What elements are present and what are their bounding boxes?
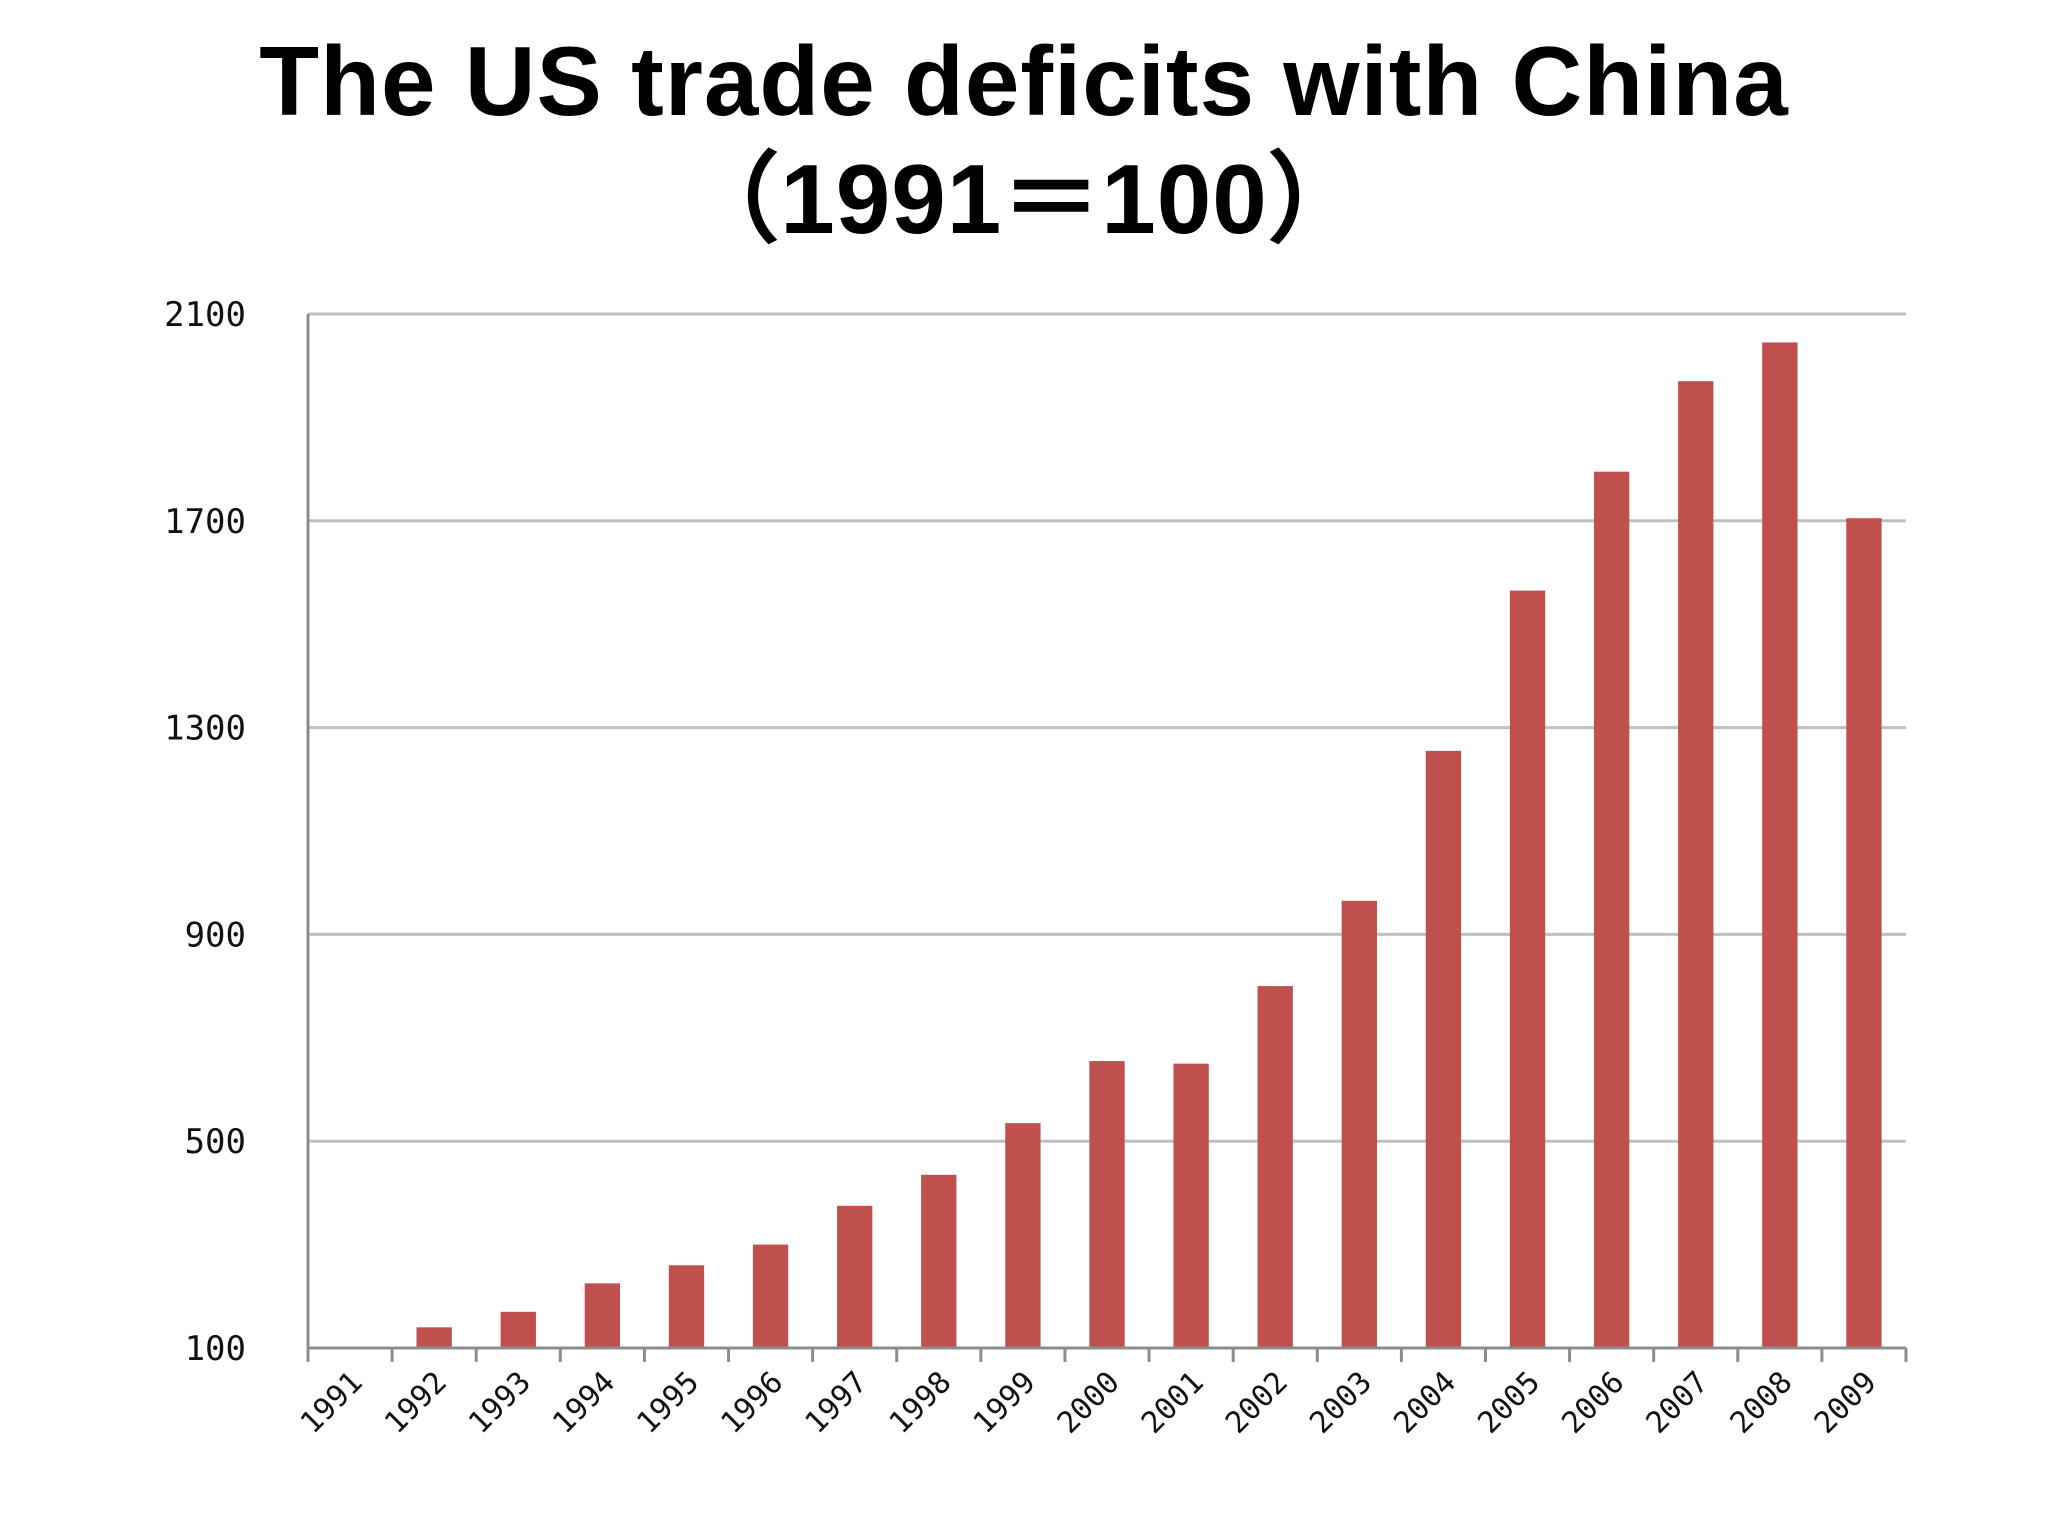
bar-2004 xyxy=(1425,750,1462,1348)
y-tick-label: 2100 xyxy=(164,295,246,335)
gridlines xyxy=(308,312,1906,1143)
x-tick-label: 1999 xyxy=(967,1365,1043,1441)
x-tick-label: 2001 xyxy=(1135,1365,1211,1441)
bar-2006 xyxy=(1593,471,1630,1348)
axes xyxy=(306,314,1908,1362)
bar-2008 xyxy=(1762,342,1798,1348)
x-tick-label: 1996 xyxy=(714,1365,790,1441)
y-tick-label: 1700 xyxy=(164,502,246,542)
bar-1999 xyxy=(1005,1123,1041,1348)
x-tick-label: 2008 xyxy=(1724,1365,1800,1441)
chart-title-line-1: The US trade deficits with China xyxy=(259,26,1789,136)
x-tick-label: 1992 xyxy=(378,1365,454,1441)
bar-1992 xyxy=(416,1327,452,1348)
y-tick-label: 900 xyxy=(185,915,246,955)
x-tick-label: 2009 xyxy=(1808,1365,1884,1441)
y-tick-labels: 100 500 900 1300 1700 2100 xyxy=(164,295,246,1369)
x-tick-label: 1991 xyxy=(294,1365,370,1441)
bar-2003 xyxy=(1341,900,1377,1348)
x-tick-label: 2005 xyxy=(1471,1365,1547,1441)
bar-2002 xyxy=(1257,986,1293,1348)
bar-1993 xyxy=(500,1311,536,1348)
bars xyxy=(416,342,1882,1349)
bar-2005 xyxy=(1509,590,1546,1348)
bar-1996 xyxy=(752,1244,789,1348)
x-tick-label: 1993 xyxy=(462,1365,538,1441)
x-tick-label: 2002 xyxy=(1219,1365,1295,1441)
y-tick-label: 1300 xyxy=(164,709,246,749)
y-tick-label: 100 xyxy=(185,1329,246,1369)
x-tick-label: 2006 xyxy=(1555,1365,1631,1441)
x-tick-label: 2007 xyxy=(1640,1365,1716,1441)
bar-1994 xyxy=(584,1283,621,1348)
bar-1998 xyxy=(921,1174,957,1348)
x-tick-label: 2000 xyxy=(1051,1365,1127,1441)
bar-2000 xyxy=(1089,1061,1125,1348)
bar-2007 xyxy=(1678,381,1714,1349)
x-tick-label: 2004 xyxy=(1387,1365,1463,1441)
x-tick-label: 1998 xyxy=(883,1365,959,1441)
y-tick-label: 500 xyxy=(185,1122,246,1162)
bar-2009 xyxy=(1846,518,1882,1348)
x-tick-label: 2003 xyxy=(1303,1365,1379,1441)
x-tick-labels: 1991 1992 1993 1994 1995 1996 1997 1998 1999 2000… xyxy=(294,1365,1884,1441)
x-tick-label: 1995 xyxy=(630,1365,706,1441)
bar-2001 xyxy=(1173,1063,1209,1348)
x-tick-label: 1997 xyxy=(799,1365,875,1441)
chart-title: The US trade deficits with China （1991＝1… xyxy=(0,22,2048,258)
bar-1995 xyxy=(668,1265,705,1348)
chart-title-line-2: （1991＝100） xyxy=(681,144,1367,254)
bar-1997 xyxy=(837,1205,873,1348)
x-tick-label: 1994 xyxy=(546,1365,622,1441)
